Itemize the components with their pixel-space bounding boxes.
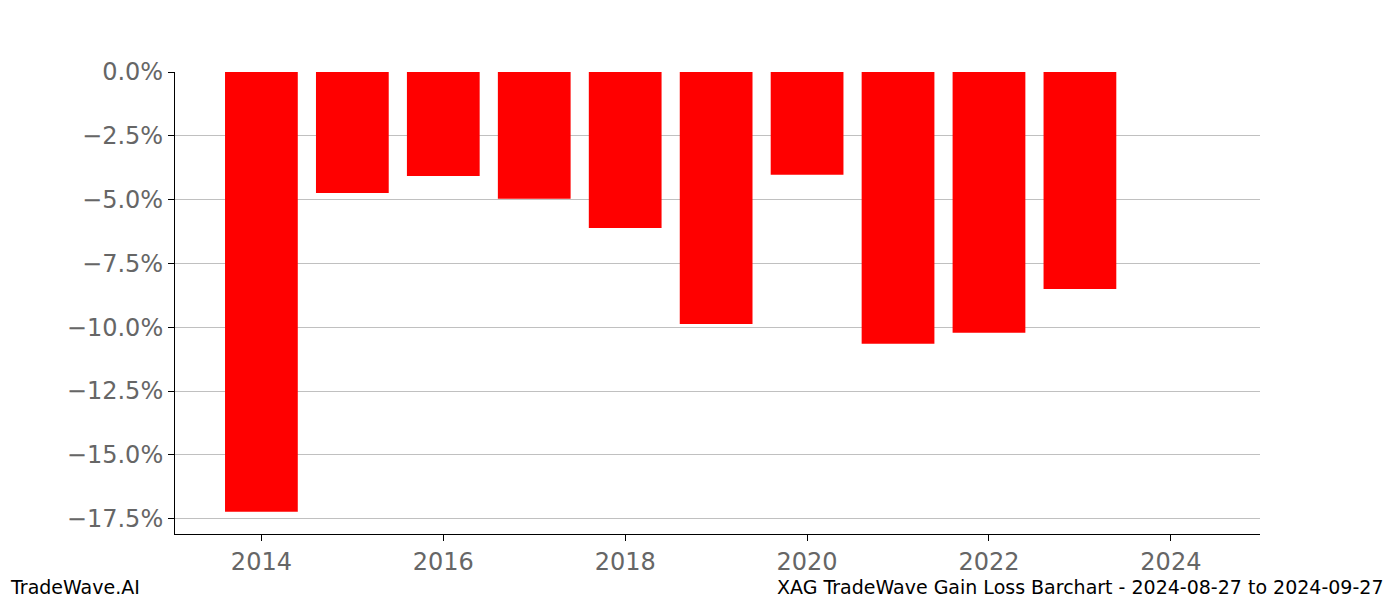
- svg-text:XAG TradeWave Gain Loss Barcha: XAG TradeWave Gain Loss Barchart - 2024-…: [777, 576, 1383, 598]
- svg-text:−10.0%: −10.0%: [67, 314, 163, 342]
- svg-text:TradeWave.AI: TradeWave.AI: [10, 576, 140, 598]
- svg-text:2018: 2018: [595, 548, 656, 576]
- svg-text:−2.5%: −2.5%: [82, 122, 163, 150]
- svg-text:2016: 2016: [413, 548, 474, 576]
- svg-text:2022: 2022: [958, 548, 1019, 576]
- svg-text:−17.5%: −17.5%: [67, 505, 163, 533]
- svg-text:−15.0%: −15.0%: [67, 441, 163, 469]
- svg-text:−5.0%: −5.0%: [82, 186, 163, 214]
- svg-text:0.0%: 0.0%: [102, 58, 163, 86]
- svg-text:−7.5%: −7.5%: [82, 250, 163, 278]
- svg-text:2024: 2024: [1140, 548, 1201, 576]
- svg-text:−12.5%: −12.5%: [67, 377, 163, 405]
- svg-text:2020: 2020: [777, 548, 838, 576]
- svg-text:2014: 2014: [231, 548, 292, 576]
